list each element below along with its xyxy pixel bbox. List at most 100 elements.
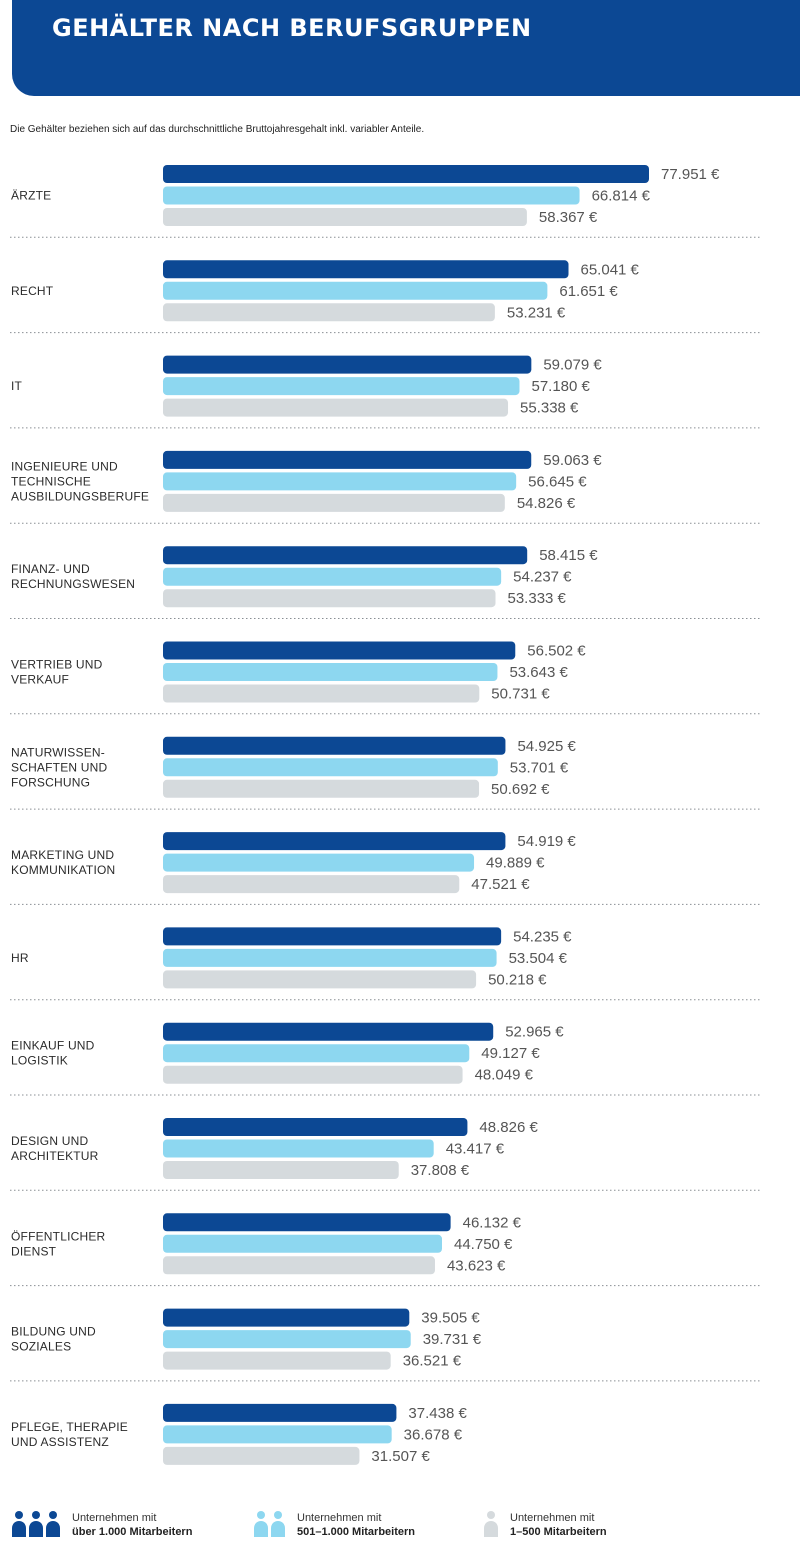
bar xyxy=(163,567,502,586)
legend-item-large-companies: Unternehmen mit über 1.000 Mitarbeitern xyxy=(12,1511,192,1539)
bar xyxy=(163,684,480,703)
value-label: 66.814 € xyxy=(592,188,651,205)
bar xyxy=(163,1161,399,1179)
people-icon-light-blue xyxy=(254,1511,285,1537)
bar xyxy=(163,779,480,798)
value-label: 53.504 € xyxy=(509,950,568,967)
category-label: MARKETING UND xyxy=(11,848,114,862)
bar xyxy=(163,948,497,967)
bar xyxy=(163,641,516,660)
value-label: 43.623 € xyxy=(447,1257,506,1274)
category-label: AUSBILDUNGSBERUFE xyxy=(11,489,149,503)
legend-label-line2: 1–500 Mitarbeitern xyxy=(510,1526,607,1538)
bar xyxy=(163,1308,410,1327)
value-label: 53.333 € xyxy=(508,590,567,607)
bar xyxy=(163,208,527,226)
header-banner: GEHÄLTER NACH BERUFSGRUPPEN xyxy=(12,0,800,96)
bar xyxy=(163,472,517,491)
value-label: 43.417 € xyxy=(446,1141,505,1158)
people-icon-dark-blue xyxy=(12,1511,60,1537)
legend: Unternehmen mit über 1.000 Mitarbeitern … xyxy=(0,1505,800,1545)
bar xyxy=(163,377,520,396)
bar xyxy=(163,832,506,851)
value-label: 53.231 € xyxy=(507,304,566,321)
bar xyxy=(163,1044,470,1063)
legend-item-small-companies: Unternehmen mit 1–500 Mitarbeitern xyxy=(484,1511,607,1539)
category-label: DESIGN UND xyxy=(11,1134,88,1148)
value-label: 48.049 € xyxy=(475,1067,534,1084)
bar xyxy=(163,303,495,322)
bar xyxy=(163,589,496,608)
bar xyxy=(163,758,498,777)
value-label: 44.750 € xyxy=(454,1236,513,1253)
category-label: VERKAUF xyxy=(11,673,69,687)
category-label: KOMMUNIKATION xyxy=(11,863,115,877)
bar xyxy=(163,1065,463,1084)
category-label: IT xyxy=(11,379,23,393)
value-label: 50.692 € xyxy=(491,781,550,798)
value-label: 58.415 € xyxy=(539,547,598,564)
value-label: 49.889 € xyxy=(486,855,545,872)
category-label: ÄRZTE xyxy=(11,189,51,203)
legend-label-line1: Unternehmen mit xyxy=(72,1512,157,1524)
value-label: 58.367 € xyxy=(539,209,598,226)
category-label: NATURWISSEN- xyxy=(11,745,105,759)
category-label: UND ASSISTENZ xyxy=(11,1435,109,1449)
category-label: DIENST xyxy=(11,1244,57,1258)
category-label: FINANZ- UND xyxy=(11,562,90,576)
category-label: VERTRIEB UND xyxy=(11,658,103,672)
value-label: 54.826 € xyxy=(517,495,576,512)
bar xyxy=(163,1403,397,1422)
bar xyxy=(163,970,477,989)
bar xyxy=(163,260,569,279)
value-label: 47.521 € xyxy=(471,876,530,893)
value-label: 54.919 € xyxy=(517,833,576,850)
bar xyxy=(163,1256,435,1275)
value-label: 50.218 € xyxy=(488,971,547,988)
category-label: RECHT xyxy=(11,284,54,298)
bar xyxy=(163,355,532,374)
value-label: 61.651 € xyxy=(559,283,618,300)
salary-bar-chart: 77.951 € 66.814 € 58.367 € ÄRZTE 65.041 € 61.… xyxy=(10,165,760,1465)
category-label: RECHNUNGSWESEN xyxy=(11,577,135,591)
category-label: EINKAUF UND xyxy=(11,1039,95,1053)
value-label: 54.235 € xyxy=(513,928,572,945)
bar xyxy=(163,165,649,183)
legend-label-line2: 501–1.000 Mitarbeitern xyxy=(297,1526,416,1538)
category-label: TECHNISCHE xyxy=(11,474,91,488)
person-icon-grey xyxy=(484,1511,498,1537)
page-title: GEHÄLTER NACH BERUFSGRUPPEN xyxy=(52,14,532,42)
value-label: 53.643 € xyxy=(509,664,568,681)
value-label: 65.041 € xyxy=(581,261,640,278)
category-label: SOZIALES xyxy=(11,1340,71,1354)
category-label: BILDUNG UND xyxy=(11,1325,96,1339)
bar xyxy=(163,1213,451,1232)
bar xyxy=(163,1446,360,1465)
value-label: 48.826 € xyxy=(479,1119,538,1136)
bar xyxy=(163,1022,494,1041)
value-label: 39.731 € xyxy=(423,1331,482,1348)
value-label: 77.951 € xyxy=(661,166,720,183)
value-label: 56.645 € xyxy=(528,473,587,490)
bar xyxy=(163,1351,391,1370)
category-label: PFLEGE, THERAPIE xyxy=(11,1420,128,1434)
chart-subtitle: Die Gehälter beziehen sich auf das durch… xyxy=(10,124,425,135)
bar xyxy=(163,853,475,872)
legend-label-line2: über 1.000 Mitarbeitern xyxy=(72,1526,193,1538)
bar xyxy=(163,1234,443,1253)
bar xyxy=(163,1139,434,1158)
value-label: 57.180 € xyxy=(531,378,590,395)
value-label: 56.502 € xyxy=(527,643,586,660)
value-label: 59.079 € xyxy=(543,357,602,374)
bar xyxy=(163,1330,411,1349)
category-label: SCHAFTEN UND xyxy=(11,760,108,774)
value-label: 37.438 € xyxy=(408,1405,467,1422)
value-label: 59.063 € xyxy=(543,452,602,469)
bar xyxy=(163,663,498,681)
category-label: ÖFFENTLICHER xyxy=(11,1229,106,1243)
legend-item-mid-companies: Unternehmen mit 501–1.000 Mitarbeitern xyxy=(254,1511,415,1539)
bar xyxy=(163,186,580,205)
value-label: 55.338 € xyxy=(520,400,579,417)
value-label: 53.701 € xyxy=(510,759,569,776)
value-label: 54.237 € xyxy=(513,569,572,586)
